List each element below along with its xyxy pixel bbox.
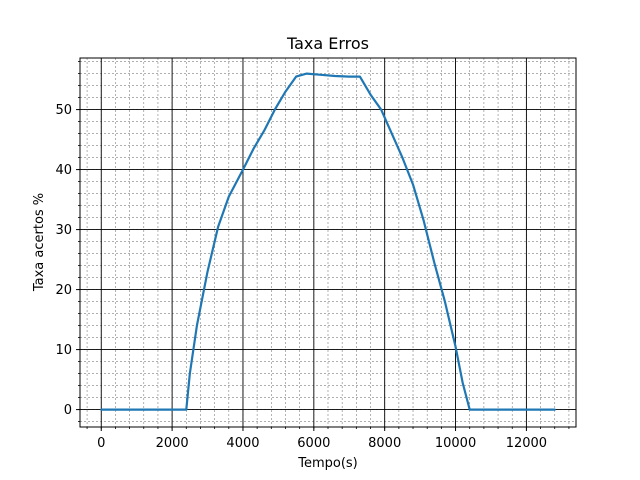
series-layer [100,72,556,411]
x-tick-label: 12000 [506,436,547,451]
chart-title: Taxa Erros [286,34,369,53]
x-tick-label: 4000 [226,436,259,451]
x-axis: 0 2000 4000 6000 8000 10000 12000 [86,427,570,451]
y-axis-label: Taxa acertos % [32,193,47,292]
y-tick-label: 10 [55,343,72,358]
y-tick-label: 30 [55,223,72,238]
x-tick-label: 10000 [435,436,476,451]
x-axis-label: Tempo(s) [297,456,358,471]
x-tick-label: 8000 [368,436,401,451]
y-tick-label: 20 [55,283,72,298]
x-tick-label: 0 [97,436,105,451]
x-tick-label: 6000 [297,436,330,451]
y-tick-label: 50 [55,103,72,118]
y-tick-label: 0 [64,403,72,418]
y-tick-label: 40 [55,163,72,178]
major-grid [80,58,576,427]
y-axis: 0 10 20 30 40 50 [55,61,80,423]
series-line [100,72,556,411]
x-tick-label: 2000 [156,436,189,451]
